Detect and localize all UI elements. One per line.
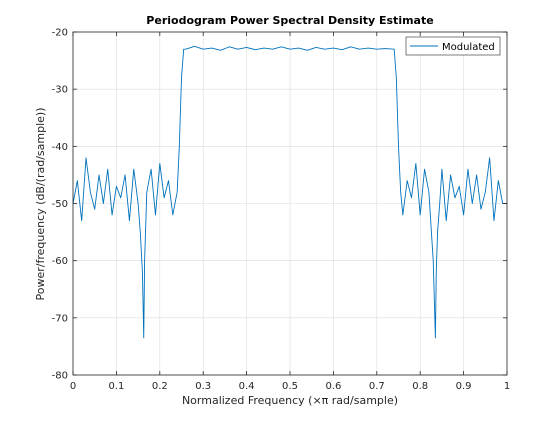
x-tick-label: 0.8 (412, 381, 428, 392)
x-tick-label: 0 (70, 381, 76, 392)
x-tick-label: 0.4 (239, 381, 255, 392)
y-tick-label: -20 (52, 28, 68, 39)
y-tick-label: -50 (52, 199, 68, 210)
legend-label: Modulated (442, 42, 495, 53)
y-tick-label: -30 (52, 85, 68, 96)
legend-box (405, 36, 501, 56)
y-tick-label: -80 (52, 371, 68, 382)
ticks: 0 0.1 0.2 0.3 0.4 0.5 0.6 0.7 0.8 0.9 1 -80 -70 -60 -5… (52, 28, 511, 393)
series-lines (72, 45, 507, 339)
x-tick-label: 0.7 (369, 381, 385, 392)
y-axis-label: Power/frequency (dB/(rad/sample)) (34, 108, 47, 301)
y-tick-label: -60 (52, 256, 68, 267)
x-tick-label: 0.5 (282, 381, 298, 392)
y-tick-label: -40 (52, 142, 68, 153)
x-tick-label: 0.1 (108, 381, 124, 392)
y-tick-label: -70 (52, 313, 68, 324)
legend: Modulated (405, 36, 501, 56)
x-tick-label: 0.3 (195, 381, 211, 392)
x-tick-label: 0.9 (456, 381, 472, 392)
series-line-modulated (72, 45, 507, 339)
x-axis-label: Normalized Frequency (×π rad/sample) (182, 394, 398, 407)
x-tick-label: 0.6 (325, 381, 341, 392)
chart-title: Periodogram Power Spectral Density Estim… (146, 14, 433, 27)
x-tick-label: 0.2 (152, 381, 168, 392)
x-tick-label: 1 (504, 381, 510, 392)
